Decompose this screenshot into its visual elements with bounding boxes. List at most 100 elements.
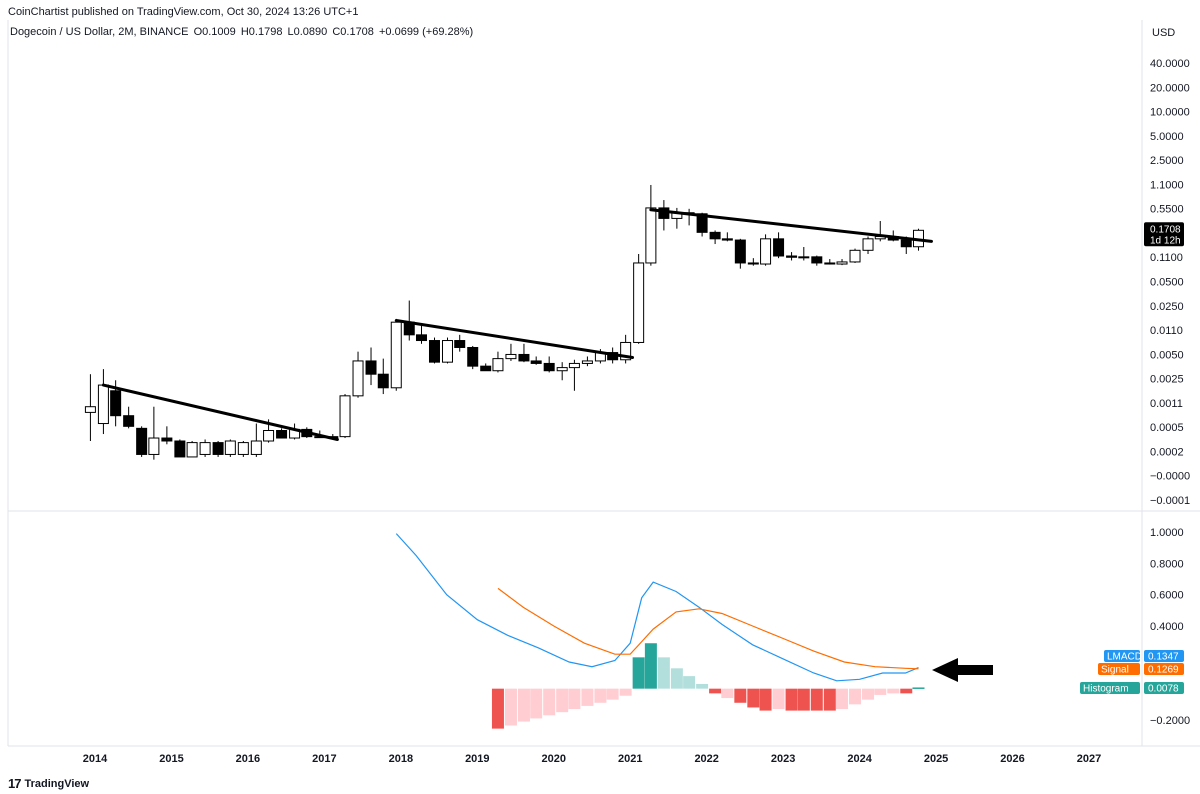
candle-bullish[interactable] bbox=[263, 429, 275, 442]
candle-bearish[interactable] bbox=[530, 360, 542, 364]
ohlc-open: O0.1009 bbox=[193, 26, 236, 38]
candle-bullish[interactable] bbox=[836, 261, 848, 265]
candle-bearish[interactable] bbox=[543, 362, 555, 372]
candle-bearish[interactable] bbox=[365, 360, 377, 375]
signal-label-tag bbox=[1098, 663, 1140, 675]
candle-bullish[interactable] bbox=[492, 358, 504, 372]
time-tick-label: 2024 bbox=[847, 753, 872, 765]
histogram-bar bbox=[568, 688, 581, 710]
publish-info: CoinChartist published on TradingView.co… bbox=[8, 6, 359, 18]
candle-bullish[interactable] bbox=[568, 362, 580, 369]
candle-bullish[interactable] bbox=[97, 384, 109, 425]
candle-bearish[interactable] bbox=[415, 334, 427, 342]
time-tick-label: 2026 bbox=[1000, 753, 1024, 765]
candle-bullish[interactable] bbox=[186, 442, 198, 458]
candle-bullish[interactable] bbox=[84, 406, 96, 413]
candle-bearish[interactable] bbox=[377, 373, 389, 389]
candle-bullish[interactable] bbox=[148, 437, 160, 455]
candle-bullish[interactable] bbox=[199, 442, 211, 455]
candle-bearish[interactable] bbox=[518, 353, 530, 362]
candle-bearish[interactable] bbox=[747, 262, 759, 265]
candle-bullish[interactable] bbox=[581, 360, 593, 364]
time-tick-label: 2015 bbox=[159, 753, 183, 765]
histogram-bar bbox=[772, 688, 785, 710]
candle-bearish[interactable] bbox=[734, 239, 746, 264]
candle-bearish[interactable] bbox=[161, 437, 173, 442]
candle-bearish[interactable] bbox=[110, 390, 122, 417]
candle-bearish[interactable] bbox=[696, 213, 708, 233]
candle-bullish[interactable] bbox=[237, 442, 249, 455]
candle-bearish[interactable] bbox=[480, 365, 492, 372]
trendline[interactable] bbox=[394, 318, 635, 360]
candle-bullish[interactable] bbox=[352, 360, 364, 397]
candle-bullish[interactable] bbox=[862, 238, 874, 251]
candle-bullish[interactable] bbox=[250, 440, 262, 455]
candle-bearish[interactable] bbox=[721, 238, 733, 241]
price-tick-label: 0.0005 bbox=[1150, 422, 1184, 434]
price-tick-label: 0.0110 bbox=[1150, 325, 1183, 337]
histogram-bar bbox=[887, 688, 900, 694]
candle-bullish[interactable] bbox=[390, 321, 402, 389]
candle-bearish[interactable] bbox=[276, 429, 288, 439]
candle-bearish[interactable] bbox=[900, 239, 912, 248]
candle-bearish[interactable] bbox=[454, 340, 466, 348]
currency-label[interactable]: USD bbox=[1152, 27, 1176, 39]
lmacd-label-tag bbox=[1104, 650, 1140, 662]
candle-bearish[interactable] bbox=[123, 415, 135, 427]
candle-bearish[interactable] bbox=[428, 340, 440, 363]
candle-bullish[interactable] bbox=[441, 340, 453, 363]
histogram-bar bbox=[709, 688, 722, 694]
candle-bearish[interactable] bbox=[467, 346, 479, 367]
histogram-bar bbox=[644, 643, 657, 689]
tradingview-logo-icon: 17 bbox=[8, 776, 22, 791]
candle-bearish[interactable] bbox=[811, 256, 823, 264]
price-tick-label: 40.0000 bbox=[1150, 58, 1190, 70]
candle-bearish[interactable] bbox=[786, 255, 798, 258]
candle-bullish[interactable] bbox=[556, 367, 568, 372]
tradingview-brand[interactable]: 17 TradingView bbox=[8, 776, 89, 791]
signal-value: 0.1269 bbox=[1148, 665, 1179, 676]
signal-label: Signal bbox=[1101, 665, 1129, 676]
candle-bullish[interactable] bbox=[633, 262, 645, 343]
histogram-bar bbox=[683, 676, 696, 689]
histogram-bar bbox=[810, 688, 823, 711]
candle-bullish[interactable] bbox=[620, 341, 632, 361]
candle-bullish[interactable] bbox=[339, 395, 351, 438]
histogram-bar bbox=[517, 688, 530, 722]
trendline[interactable] bbox=[649, 208, 933, 243]
candle-bearish[interactable] bbox=[212, 442, 224, 455]
symbol-legend[interactable]: Dogecoin / US Dollar, 2M, BINANCE O0.100… bbox=[10, 26, 475, 38]
candle-bearish[interactable] bbox=[773, 238, 785, 257]
histogram-bar bbox=[657, 657, 670, 689]
candle-bearish[interactable] bbox=[174, 440, 186, 458]
candle-bullish[interactable] bbox=[505, 353, 517, 360]
macd-tick-label: 0.6000 bbox=[1150, 590, 1184, 602]
candle-bearish[interactable] bbox=[709, 231, 721, 240]
price-tick-label: 0.0500 bbox=[1150, 277, 1184, 289]
candle-bullish[interactable] bbox=[224, 440, 236, 455]
macd-tick-label: 0.4000 bbox=[1150, 621, 1184, 633]
histogram-bar bbox=[759, 688, 772, 711]
histogram-label: Histogram bbox=[1083, 684, 1129, 695]
price-tick-label: 0.0011 bbox=[1150, 398, 1183, 410]
candle-bullish[interactable] bbox=[798, 256, 810, 259]
histogram-bar bbox=[785, 688, 798, 711]
candle-bearish[interactable] bbox=[824, 262, 836, 265]
last-price-tag bbox=[1144, 222, 1184, 247]
histogram-bar bbox=[874, 688, 887, 695]
candle-bullish[interactable] bbox=[760, 238, 772, 265]
histogram-bar bbox=[862, 688, 875, 700]
price-tick-label: 20.0000 bbox=[1150, 82, 1190, 94]
candle-bullish[interactable] bbox=[849, 249, 861, 263]
time-tick-label: 2020 bbox=[542, 753, 566, 765]
candle-bearish[interactable] bbox=[136, 427, 148, 455]
arrow-annotation-icon[interactable] bbox=[932, 658, 993, 682]
trendlines[interactable] bbox=[101, 208, 933, 441]
candle-bullish[interactable] bbox=[645, 207, 657, 264]
histogram-value: 0.0078 bbox=[1148, 684, 1179, 695]
trendline[interactable] bbox=[101, 383, 339, 441]
macd-tick-label: 0.8000 bbox=[1150, 558, 1184, 570]
time-tick-label: 2023 bbox=[771, 753, 795, 765]
macd-tick-label: −0.2000 bbox=[1150, 715, 1190, 727]
